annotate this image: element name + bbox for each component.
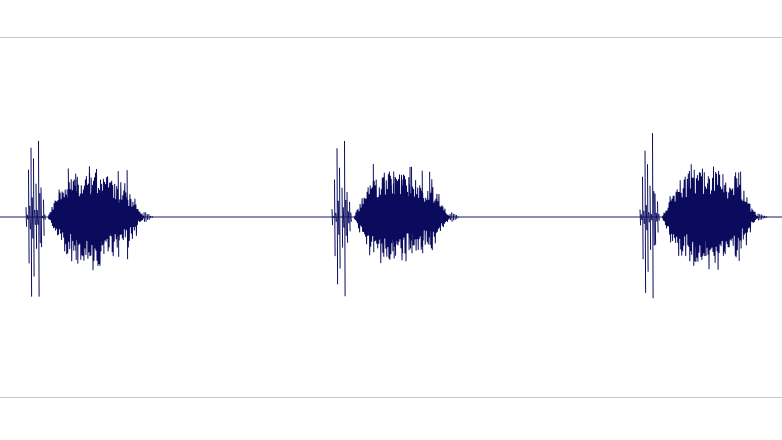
burst-2 [331, 140, 459, 297]
burst-3 [639, 133, 767, 299]
burst-2-waveform [331, 140, 459, 297]
waveform-bursts [25, 133, 767, 299]
burst-1 [25, 140, 153, 297]
burst-3-waveform [639, 133, 767, 299]
burst-1-waveform [25, 140, 153, 297]
